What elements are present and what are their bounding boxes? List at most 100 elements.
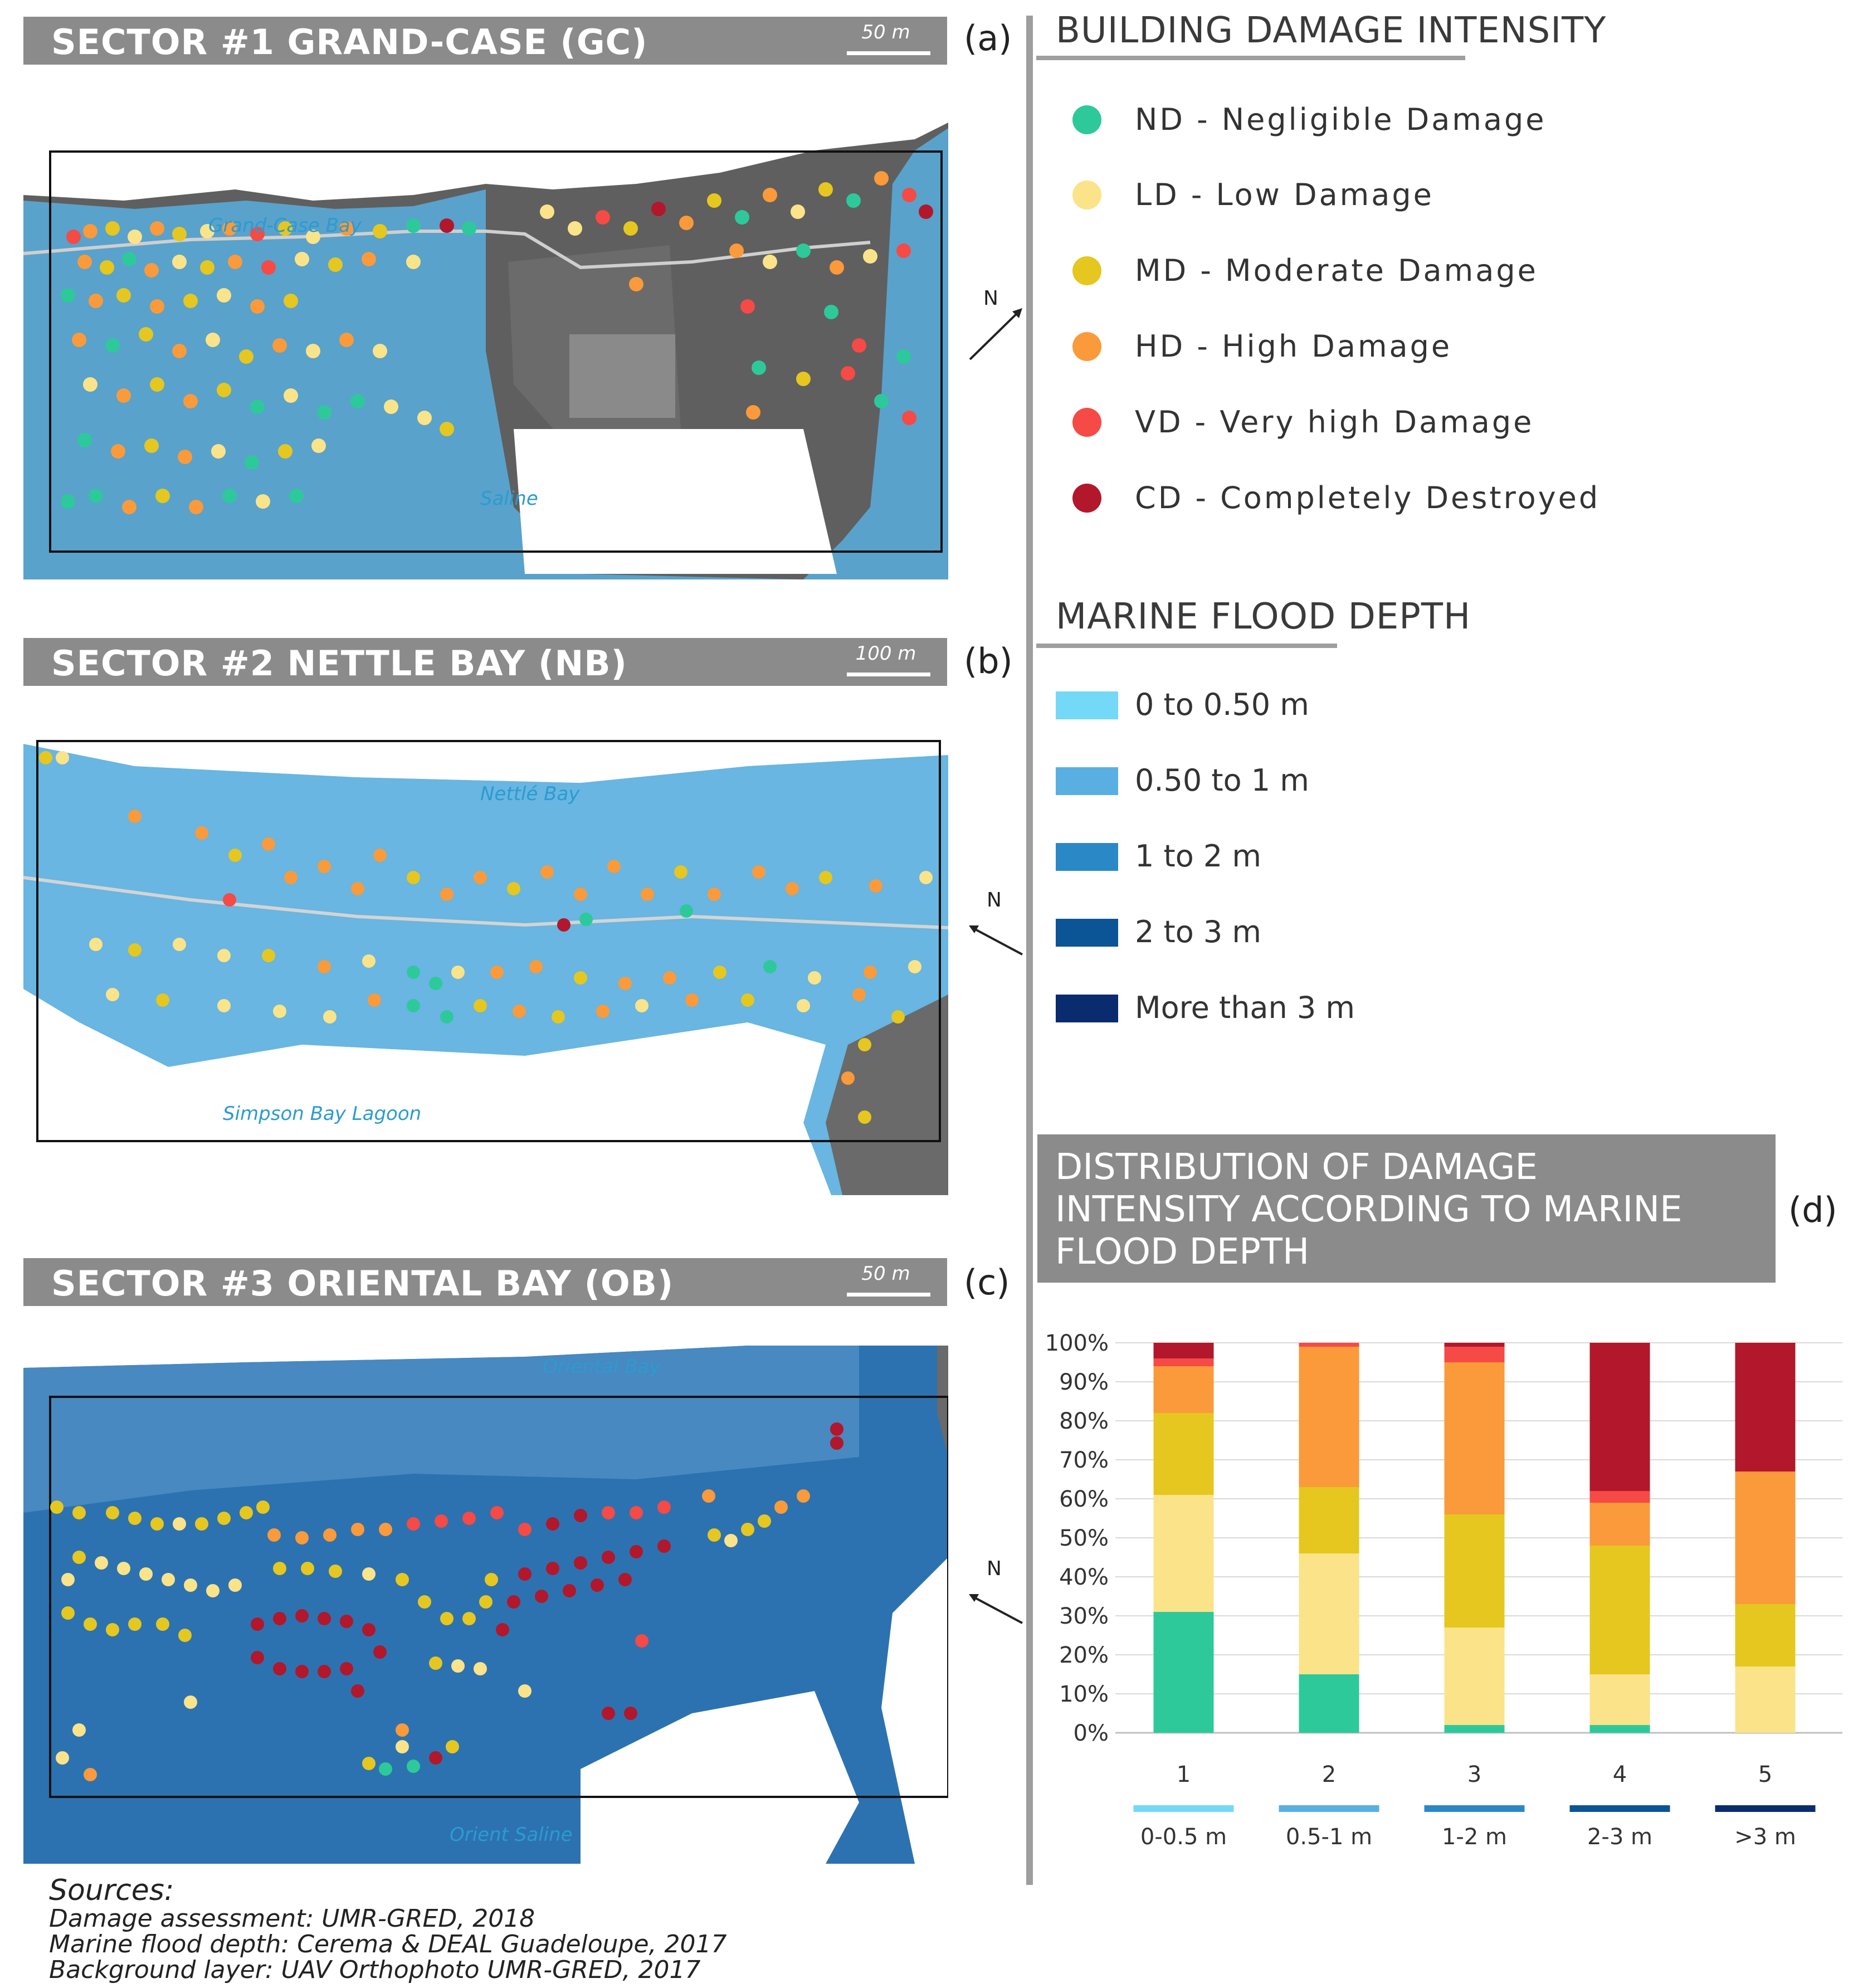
- north-arrow-1: N: [967, 287, 1028, 365]
- bar-segment-3-cd: [1444, 1343, 1505, 1347]
- flood-5-swatch: [1056, 995, 1118, 1022]
- bar-segment-3-md: [1444, 1514, 1505, 1628]
- nd-label: ND - Negligible Damage: [1135, 102, 1547, 137]
- category-color-bar: [1715, 1805, 1816, 1812]
- sector-3-building-markers: [50, 1422, 843, 1781]
- y-tick-label: 0%: [1074, 1721, 1109, 1746]
- place-label-nettle-bay: Nettlé Bay: [480, 783, 580, 805]
- flood-3-swatch: [1056, 843, 1118, 871]
- y-tick-label: 30%: [1059, 1604, 1109, 1629]
- flood-legend-underline: [1036, 644, 1337, 648]
- sector-2-title-bar: SECTOR #2 NETTLE BAY (NB) 100 m: [23, 638, 947, 686]
- place-label-simpson-bay-lagoon: Simpson Bay Lagoon: [223, 1103, 422, 1125]
- x-category-sublabel: 0-0.5 m: [1140, 1824, 1227, 1850]
- bar-segment-5-hd: [1735, 1471, 1796, 1604]
- source-line-2: Marine flood depth: Cerema & DEAL Guadel…: [49, 1930, 727, 1958]
- panel-letter-c: (c): [964, 1262, 1010, 1303]
- bar-segment-4-hd: [1589, 1503, 1650, 1546]
- bar-segment-3-vd: [1444, 1347, 1505, 1362]
- place-label-grand-case-bay: Grand-Case Bay: [208, 215, 362, 237]
- bar-segment-1-md: [1153, 1413, 1214, 1495]
- place-label-saline: Saline: [480, 488, 538, 510]
- y-tick-label: 90%: [1059, 1370, 1109, 1395]
- sector-3-scale-label: 50 m: [861, 1263, 910, 1285]
- bar-segment-4-cd: [1589, 1343, 1650, 1491]
- sector-1-title: SECTOR #1 GRAND-CASE (GC): [51, 22, 648, 62]
- x-category-sublabel: 2-3 m: [1587, 1824, 1652, 1850]
- category-color-bar: [1133, 1805, 1234, 1812]
- category-color-bar: [1569, 1805, 1670, 1812]
- damage-legend-underline: [1036, 56, 1465, 60]
- bar-segment-4-vd: [1589, 1491, 1650, 1503]
- flood-legend-title: MARINE FLOOD DEPTH: [1056, 596, 1471, 637]
- sector-1-building-markers: [61, 171, 933, 514]
- distribution-title-line-2: INTENSITY ACCORDING TO MARINE: [1055, 1189, 1683, 1230]
- hd-label: HD - High Damage: [1135, 329, 1452, 364]
- place-label-oriental-bay: Oriental Bay: [543, 1356, 661, 1378]
- sector-3-scale-bar: [847, 1293, 930, 1297]
- place-label-orient-saline: Orient Saline: [450, 1824, 573, 1846]
- sector-1-frame: [49, 150, 943, 553]
- north-arrow-1-label: N: [983, 287, 998, 310]
- bar-segment-1-hd: [1153, 1366, 1214, 1413]
- x-tick-label: 4: [1613, 1762, 1627, 1787]
- sector-3-map: Oriental Bay Orient Saline: [23, 1346, 948, 1864]
- ld-swatch: [1072, 181, 1101, 209]
- sector-2-building-markers: [39, 751, 933, 1124]
- ld-label: LD - Low Damage: [1135, 177, 1434, 212]
- y-tick-label: 40%: [1059, 1565, 1109, 1590]
- y-tick-label: 20%: [1059, 1643, 1109, 1668]
- sector-1-scale-label: 50 m: [861, 21, 910, 43]
- sector-2-scale-label: 100 m: [855, 642, 916, 665]
- md-swatch: [1072, 256, 1101, 285]
- sector-2-scale-bar: [847, 673, 930, 676]
- bar-segment-5-ld: [1735, 1667, 1796, 1733]
- y-tick-label: 50%: [1059, 1526, 1109, 1551]
- y-tick-label: 70%: [1059, 1448, 1109, 1473]
- bar-segment-2-nd: [1299, 1674, 1359, 1733]
- y-tick-label: 10%: [1059, 1682, 1109, 1707]
- x-tick-label: 3: [1467, 1762, 1481, 1787]
- category-color-bar: [1424, 1805, 1525, 1812]
- bar-segment-3-nd: [1444, 1725, 1505, 1733]
- sector-1-scale-bar: [847, 51, 930, 55]
- flood-5-label: More than 3 m: [1135, 990, 1355, 1025]
- north-arrow-3-label: N: [987, 1557, 1002, 1580]
- bar-segment-5-cd: [1735, 1343, 1796, 1471]
- y-tick-label: 80%: [1059, 1409, 1109, 1434]
- sector-2-title: SECTOR #2 NETTLE BAY (NB): [51, 643, 627, 684]
- sector-2-frame: [36, 740, 941, 1142]
- sources-block: Sources: Damage assessment: UMR-GRED, 20…: [49, 1875, 727, 1983]
- distribution-title-line-3: FLOOD DEPTH: [1055, 1231, 1310, 1273]
- distribution-title-line-1: DISTRIBUTION OF DAMAGE: [1055, 1147, 1538, 1188]
- bar-segment-2-hd: [1299, 1347, 1359, 1487]
- x-category-sublabel: 1-2 m: [1442, 1824, 1507, 1850]
- y-tick-label: 60%: [1059, 1487, 1109, 1512]
- panel-letter-d: (d): [1788, 1190, 1837, 1230]
- panel-letter-b: (b): [964, 641, 1013, 681]
- distribution-title-box: DISTRIBUTION OF DAMAGE INTENSITY ACCORDI…: [1037, 1134, 1776, 1283]
- bar-segment-1-vd: [1153, 1358, 1214, 1366]
- bar-segment-2-vd: [1299, 1343, 1359, 1347]
- flood-1-label: 0 to 0.50 m: [1135, 687, 1309, 722]
- bar-segment-1-ld: [1153, 1495, 1214, 1612]
- category-color-bar: [1279, 1805, 1379, 1812]
- cd-label: CD - Completely Destroyed: [1135, 480, 1601, 515]
- north-arrow-3: N: [967, 1557, 1028, 1635]
- flood-4-swatch: [1056, 919, 1118, 947]
- distribution-chart: 0% 10% 20% 30% 40% 50% 60% 70% 80% 90% 100% 1 0-0.5 …: [1045, 1331, 1842, 1850]
- bar-segment-2-md: [1299, 1487, 1359, 1553]
- vd-swatch: [1072, 408, 1101, 437]
- source-line-3: Background layer: UAV Orthophoto UMR-GRE…: [49, 1956, 701, 1984]
- bar-segment-3-hd: [1444, 1362, 1505, 1514]
- bar-segment-2-ld: [1299, 1553, 1359, 1674]
- y-tick-label: 100%: [1045, 1331, 1109, 1356]
- nd-swatch: [1072, 105, 1101, 134]
- bar-segment-1-nd: [1153, 1612, 1214, 1733]
- panel-letter-a: (a): [964, 18, 1012, 59]
- x-category-sublabel: 0.5-1 m: [1286, 1824, 1372, 1850]
- flood-2-swatch: [1056, 767, 1118, 795]
- bar-segment-5-md: [1735, 1604, 1796, 1667]
- x-tick-label: 2: [1322, 1762, 1336, 1787]
- bar-segment-4-md: [1589, 1546, 1650, 1674]
